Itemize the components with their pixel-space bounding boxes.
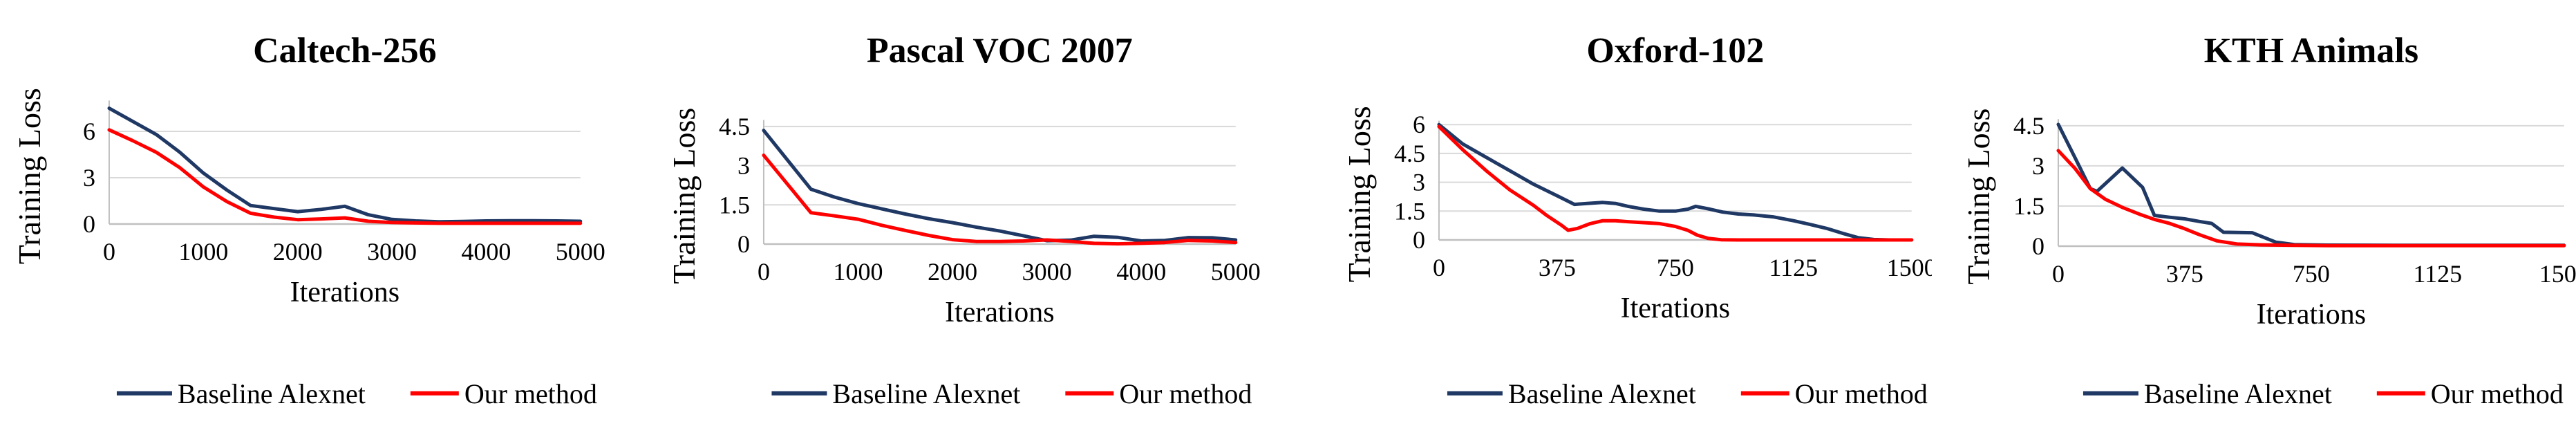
legend-label-baseline-alexnet: Baseline Alexnet	[2144, 378, 2332, 409]
y-tick-label: 0	[2032, 232, 2044, 260]
x-tick-label: 1000	[833, 258, 883, 286]
legend-label-our-method: Our method	[1119, 378, 1252, 409]
y-tick-label: 4.5	[1393, 140, 1425, 167]
x-tick-label: 375	[2166, 260, 2203, 288]
y-tick-label: 1.5	[1393, 197, 1425, 225]
legend-label-our-method: Our method	[2431, 378, 2564, 409]
y-tick-label: 4.5	[2013, 112, 2044, 140]
series-line-baseline-alexnet	[2056, 122, 2566, 248]
legend-label-baseline-alexnet: Baseline Alexnet	[832, 378, 1020, 409]
chart-title: KTH Animals	[2204, 31, 2418, 71]
chart-oxford-102: 01.534.560 375 750 1125 1500Oxford-102Traini…	[1341, 31, 1932, 409]
legend-label-baseline-alexnet: Baseline Alexnet	[1507, 378, 1695, 409]
y-tick-label: 3	[2032, 152, 2044, 180]
y-tick-label: 4.5	[719, 113, 750, 140]
legend-label-our-method: Our method	[1794, 378, 1927, 409]
x-tick-label: 3000	[367, 238, 417, 266]
y-tick-label: 0	[737, 230, 750, 258]
chart-pascal-voc-2007: 0 1.5 3 4.5 0 1000 2000 3000 4000 5000 Pascal VOC …	[666, 31, 1261, 409]
y-axis-title: Training Loss	[1341, 106, 1376, 282]
x-tick-label: 2000	[928, 258, 977, 286]
x-tick-label: 1500	[2539, 260, 2576, 288]
x-tick-label: 2000	[273, 238, 323, 266]
x-axis-title: Iterations	[290, 277, 400, 308]
y-axis-title: Training Loss	[666, 108, 702, 284]
x-tick-label: 0	[1432, 254, 1445, 281]
series-line-our-method	[107, 128, 583, 225]
legend-label-baseline-alexnet: Baseline Alexnet	[178, 378, 366, 409]
y-tick-label: 3	[737, 152, 750, 180]
chart-title: Caltech-256	[253, 31, 437, 71]
x-tick-label: 4000	[1116, 258, 1166, 286]
chart-caltech-256: 0 3 6 0 1000 2000 3000 4000 5000 Caltech-256 Train…	[12, 31, 605, 409]
series-line-our-method	[762, 154, 1238, 246]
series-line-baseline-alexnet	[762, 129, 1238, 243]
y-axis-title: Training Loss	[12, 88, 47, 264]
y-tick-label: 3	[1412, 169, 1425, 196]
chart-title: Oxford-102	[1586, 31, 1764, 71]
x-tick-label: 0	[758, 258, 770, 286]
x-tick-label: 1125	[1769, 254, 1818, 281]
x-tick-label: 750	[2293, 260, 2330, 288]
y-tick-label: 6	[83, 118, 95, 145]
x-tick-label: 0	[2052, 260, 2065, 288]
legend-label-our-method: Our method	[464, 378, 597, 409]
x-tick-label: 750	[1656, 254, 1693, 281]
x-tick-label: 1000	[178, 238, 228, 266]
x-tick-label: 375	[1538, 254, 1575, 281]
series-line-our-method	[1436, 124, 1913, 242]
x-tick-label: 1125	[2414, 260, 2463, 288]
y-tick-label: 1.5	[2013, 192, 2044, 220]
x-tick-label: 4000	[461, 238, 511, 266]
y-tick-label: 1.5	[719, 191, 750, 218]
x-tick-label: 3000	[1022, 258, 1071, 286]
x-axis-title: Iterations	[1620, 292, 1730, 324]
y-tick-label: 3	[83, 164, 95, 192]
y-tick-label: 0	[83, 210, 95, 238]
x-tick-label: 0	[103, 238, 115, 266]
x-axis-title: Iterations	[945, 297, 1055, 328]
x-tick-label: 1500	[1886, 254, 1932, 281]
chart-title: Pascal VOC 2007	[867, 31, 1133, 71]
y-tick-label: 0	[1412, 226, 1425, 254]
series-line-baseline-alexnet	[107, 106, 583, 224]
x-tick-label: 5000	[556, 238, 605, 266]
series-line-baseline-alexnet	[1436, 122, 1913, 242]
y-tick-label: 6	[1412, 111, 1425, 138]
series-line-our-method	[2056, 149, 2566, 248]
x-axis-title: Iterations	[2257, 299, 2367, 331]
x-tick-label: 5000	[1211, 258, 1261, 286]
y-axis-title: Training Loss	[1961, 109, 1996, 285]
chart-kth-animals: 0 1.5 3 4.5 0 375 750 1125 1500 KTH Animals Traini…	[1961, 31, 2576, 409]
